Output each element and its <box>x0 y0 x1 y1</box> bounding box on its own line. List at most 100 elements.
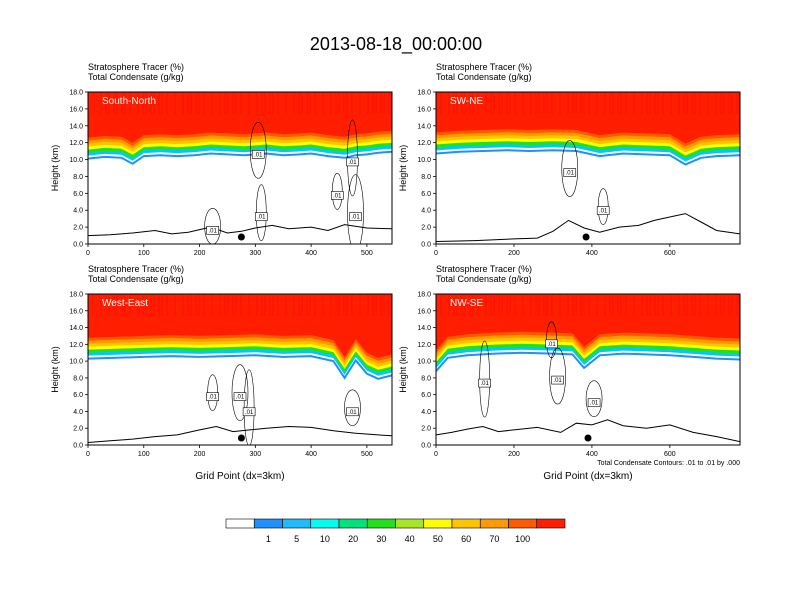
colorbar-label: 1 <box>266 534 271 544</box>
panel-label: West-East <box>102 298 148 309</box>
y-tick-label: 16.0 <box>69 308 83 315</box>
contour-label-box <box>330 191 344 200</box>
y-tick-label: 8.0 <box>421 375 431 382</box>
location-marker <box>584 434 592 442</box>
y-tick-label: 12.0 <box>69 140 83 147</box>
panel-frame <box>435 293 741 446</box>
x-tick-label: 600 <box>664 451 676 458</box>
contour-label-box <box>478 378 491 388</box>
colorbar-label: 30 <box>376 534 386 544</box>
y-tick-label: 2.0 <box>421 225 431 232</box>
contour-label-box <box>563 168 577 177</box>
colorbar: 1 5 10 20 30 40 50 60 70 100 <box>225 518 566 544</box>
colorbar-label: 40 <box>405 534 415 544</box>
y-tick-label: 4.0 <box>73 208 83 215</box>
condensate-contour <box>585 380 603 418</box>
contour-label: .01 <box>254 152 263 158</box>
condensate-contour <box>204 208 221 244</box>
contour-label: .01 <box>348 410 357 416</box>
y-tick-label: 16.0 <box>417 106 431 113</box>
colorbar-segment <box>451 518 481 529</box>
y-tick-label: 12.0 <box>417 140 431 147</box>
panel-subtitle: Stratosphere Tracer (%) <box>436 62 532 72</box>
y-tick-label: 14.0 <box>69 325 83 332</box>
x-tick-label: 0 <box>434 250 438 257</box>
contour-label-box <box>545 339 558 349</box>
x-tick-label: 500 <box>361 451 373 458</box>
y-tick-label: 4.0 <box>421 409 431 416</box>
y-tick-label: 8.0 <box>421 174 431 181</box>
colorbar-segment <box>366 518 396 529</box>
panel-subtitle: Stratosphere Tracer (%) <box>88 62 184 72</box>
y-tick-label: 6.0 <box>421 191 431 198</box>
y-tick-label: 14.0 <box>417 325 431 332</box>
y-axis-label: Height (km) <box>50 145 60 192</box>
panel-subtitle: Stratosphere Tracer (%) <box>88 264 184 274</box>
panel-subtitle: Total Condensate (g/kg) <box>88 72 184 82</box>
colorbar-label: 5 <box>294 534 299 544</box>
y-tick-label: 14.0 <box>417 123 431 130</box>
y-tick-label: 2.0 <box>421 426 431 433</box>
contour-label-box <box>206 392 219 401</box>
contour-label: .01 <box>480 381 489 387</box>
x-axis-label: Grid Point (dx=3km) <box>543 471 632 482</box>
x-tick-label: 300 <box>249 250 261 257</box>
y-tick-label: 10.0 <box>417 359 431 366</box>
y-tick-label: 12.0 <box>417 342 431 349</box>
terrain-line <box>88 425 392 443</box>
contour-label-box <box>587 398 601 408</box>
panel-sw-ne: .01 .01 SW-NE Stratosphere Tracer (%)Total … <box>398 62 741 257</box>
contour-label: .01 <box>348 160 357 166</box>
panel-label: South-North <box>102 96 156 107</box>
contour-label: .01 <box>351 215 360 221</box>
tracer-band <box>88 92 392 143</box>
colorbar-segment <box>423 518 453 529</box>
panel-subtitle: Total Condensate (g/kg) <box>436 274 532 284</box>
x-tick-label: 600 <box>664 250 676 257</box>
x-tick-label: 100 <box>138 250 150 257</box>
y-tick-label: 2.0 <box>73 225 83 232</box>
colorbar-label: 50 <box>433 534 443 544</box>
x-tick-label: 400 <box>586 451 598 458</box>
plot-area: .01 .01 .01 .01 .01 .01 <box>88 92 392 244</box>
colorbar-segment <box>225 518 255 529</box>
location-marker <box>237 233 245 241</box>
tracer-band <box>436 92 740 144</box>
contour-label: .01 <box>245 410 254 416</box>
panel-nw-se: .01 .01 .01 .01 NW-SE Stratosphere Tracer (%)… <box>398 264 741 482</box>
x-tick-label: 0 <box>86 250 90 257</box>
y-tick-label: 16.0 <box>417 308 431 315</box>
panel-frame <box>87 293 393 446</box>
y-tick-label: 8.0 <box>73 375 83 382</box>
y-tick-label: 18.0 <box>69 90 83 97</box>
y-tick-label: 14.0 <box>69 123 83 130</box>
x-tick-label: 300 <box>249 451 261 458</box>
contour-label-box <box>206 226 219 235</box>
condensate-contour <box>231 364 249 421</box>
x-tick-label: 0 <box>434 451 438 458</box>
panel-south-north: .01 .01 .01 .01 .01 .01 South-North Stratospher… <box>50 62 393 257</box>
x-tick-label: 200 <box>508 250 520 257</box>
y-tick-label: 10.0 <box>69 157 83 164</box>
contour-label: .01 <box>333 193 342 199</box>
contour-label: .01 <box>599 209 608 215</box>
x-tick-label: 200 <box>194 451 206 458</box>
x-tick-label: 200 <box>194 250 206 257</box>
location-marker <box>237 434 245 442</box>
panel-frame <box>87 91 393 245</box>
tracer-band <box>88 294 392 358</box>
colorbar-label: 70 <box>489 534 499 544</box>
tracer-band <box>436 294 740 351</box>
panel-west-east: .01 .01 .01 .01 West-East Stratosphere Tracer… <box>50 264 393 482</box>
panel-subtitle: Total Condensate (g/kg) <box>88 274 184 284</box>
colorbar-segment <box>310 518 340 529</box>
y-tick-label: 18.0 <box>417 292 431 299</box>
figure-title: 2013-08-18_00:00:00 <box>310 34 482 55</box>
y-tick-label: 6.0 <box>421 392 431 399</box>
contour-label-box <box>551 375 564 385</box>
plot-area: .01 .01 .01 .01 <box>436 294 740 445</box>
panel-label: NW-SE <box>450 298 483 309</box>
y-tick-label: 6.0 <box>73 191 83 198</box>
location-marker <box>582 233 590 241</box>
plot-area: .01 .01 <box>436 92 740 244</box>
